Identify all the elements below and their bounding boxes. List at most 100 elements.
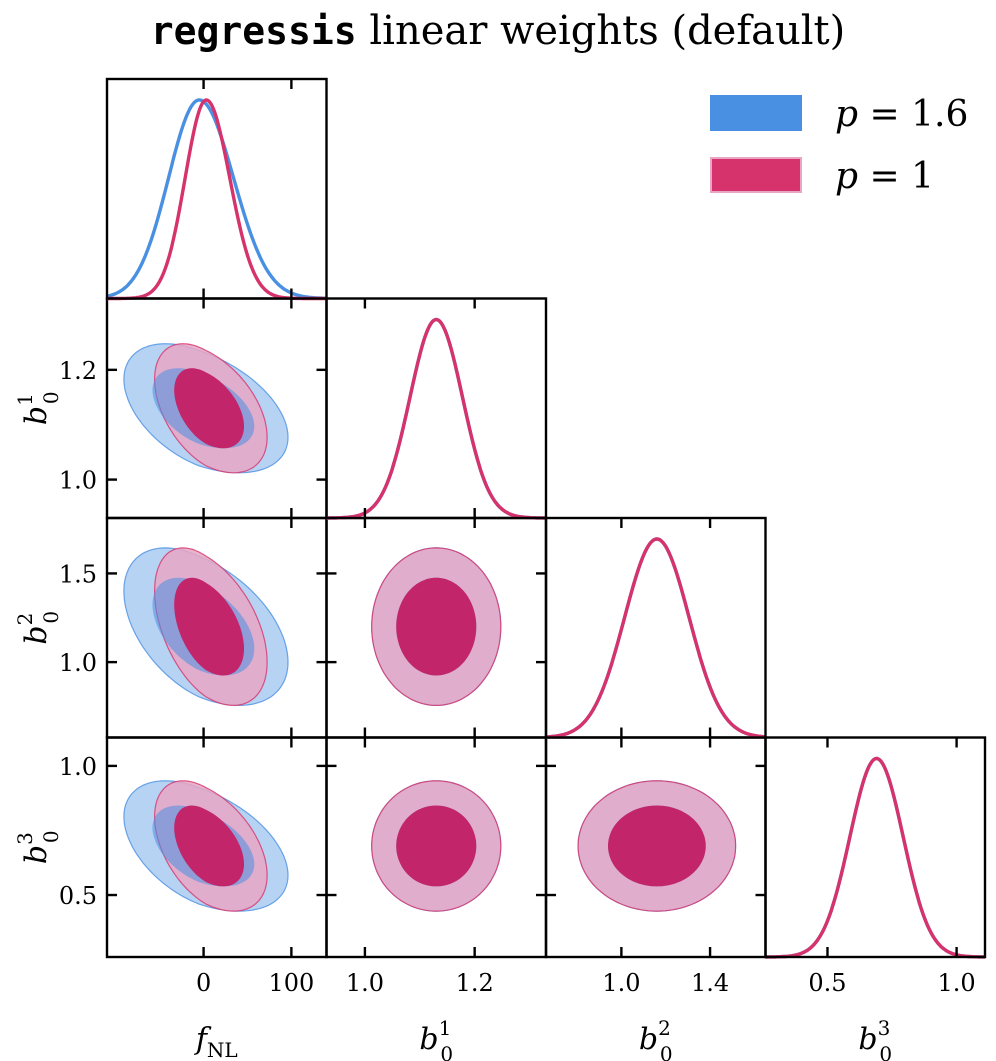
panel-b02-b03 [544,736,767,959]
axis-label-sub: 0 [440,1042,453,1061]
panel-marginal-b01 [325,297,548,520]
contours [123,547,289,707]
panel-b01-b03 [325,736,548,959]
figure-title-code: regressis [150,9,357,53]
contours [577,780,737,912]
axis-label-text: b2 0 [639,1016,673,1061]
axis-label-sup: 3 [13,832,37,845]
x-ticks [620,518,712,738]
axis-label-sup: 1 [439,1016,452,1040]
x-ticks [546,737,766,957]
x-tick-label: 0.5 [808,969,846,997]
axis-label-sub: 0 [879,1042,892,1061]
legend-swatch [710,95,802,131]
marginal-curve-p1 [765,756,986,959]
axis-label-sup: 2 [13,613,37,626]
axis-label-sub: NL [207,1038,238,1061]
axis-label-y-b02: b2 0 [13,611,63,645]
legend-label-value: = 1 [858,156,934,197]
axis-label-sup: 2 [658,1016,671,1040]
contours [371,547,502,707]
contours [123,780,289,912]
marginal-curve-p16 [765,756,986,959]
contour-68-p1 [396,805,477,887]
axis-label-main: b [639,1022,658,1057]
marginal-curve-p1 [326,317,546,520]
legend-label: p = 1 [835,156,934,197]
axis-label-text: fNL [194,1022,238,1061]
x-tick-label: 1.0 [602,969,640,997]
axis-label-text: b1 0 [419,1016,453,1061]
axis-label-sup: 1 [13,393,37,406]
panel-b01-b02 [325,516,548,739]
panel-fNL-b01 [105,297,328,520]
contour-68-p1 [608,805,706,887]
axis-label-sub: 0 [660,1042,673,1061]
x-ticks [202,79,293,299]
y-tick-label: 1.2 [59,357,97,385]
axis-labels-layer: 0 100 1.0 1.2 1.0 1.4 0.5 1.01.21.01.51.01.00.5… [13,357,976,1061]
legend-swatch [710,157,802,193]
y-tick-label: 1.0 [59,753,97,781]
axis-label-sub: 0 [39,611,63,624]
axis-label-main: b [858,1022,877,1057]
x-tick-label: 1.0 [938,969,976,997]
x-tick-label: 1.2 [456,969,494,997]
legend-label-var: p [835,94,858,135]
figure-title: regressis linear weights (default) [0,8,996,54]
panel-fNL-b02 [105,516,328,739]
legend-label-var: p [835,156,858,197]
axis-label-text: b3 0 [13,830,63,864]
x-ticks [107,518,327,738]
axis-label-text: b1 0 [13,391,63,425]
axis-label-x-b03: b3 0 [858,1016,892,1061]
x-ticks [107,298,327,518]
contour-68-p1 [174,368,244,449]
panel-fNL-b03 [105,736,328,959]
axis-label-x-b01: b1 0 [419,1016,453,1061]
marginal-curve-p1 [545,537,766,739]
y-tick-label: 1.0 [59,467,97,495]
x-ticks [326,737,546,957]
legend-entry-p1: p = 1 [710,156,934,197]
axis-label-y-b03: b3 0 [13,830,63,864]
contour-68-p1 [174,805,244,887]
axis-label-text: b2 0 [13,611,63,645]
axis-label-sub: 0 [39,830,63,843]
x-ticks [326,518,546,738]
x-tick-label: 100 [268,969,314,997]
panel-marginal-fNL [105,77,328,301]
contours [371,780,502,912]
y-tick-label: 1.5 [59,560,97,588]
axis-label-sub: 0 [39,391,63,404]
marginal-curve-p16 [106,98,327,300]
axis-label-sup: 3 [878,1016,891,1040]
x-tick-label: 1.4 [691,969,729,997]
x-ticks [826,737,958,957]
panels-layer [105,77,987,959]
figure-title-text: linear weights (default) [369,8,846,54]
axis-label-main: b [19,625,54,644]
legend-label-value: = 1.6 [858,94,968,135]
x-tick-label: 0 [196,969,211,997]
panel-frame [544,516,767,739]
axis-label-y-b01: b1 0 [13,391,63,425]
legend: p = 1.6p = 1 [710,94,968,197]
contour-68-p1 [174,577,244,676]
x-ticks [363,298,476,518]
panel-frame [764,736,987,959]
axis-label-main: b [19,845,54,864]
legend-label: p = 1.6 [835,94,968,135]
axis-label-x-b02: b2 0 [639,1016,673,1061]
contour-68-p1 [396,577,477,676]
x-tick-label: 1.0 [346,969,384,997]
panel-frame [105,77,328,300]
y-tick-label: 0.5 [59,882,97,910]
y-tick-label: 1.0 [59,649,97,677]
x-ticks [107,737,327,957]
axis-label-x-fNL: fNL [194,1022,238,1061]
panel-frame [325,297,548,520]
panel-marginal-b03 [764,736,987,959]
axis-label-text: b3 0 [858,1016,892,1061]
